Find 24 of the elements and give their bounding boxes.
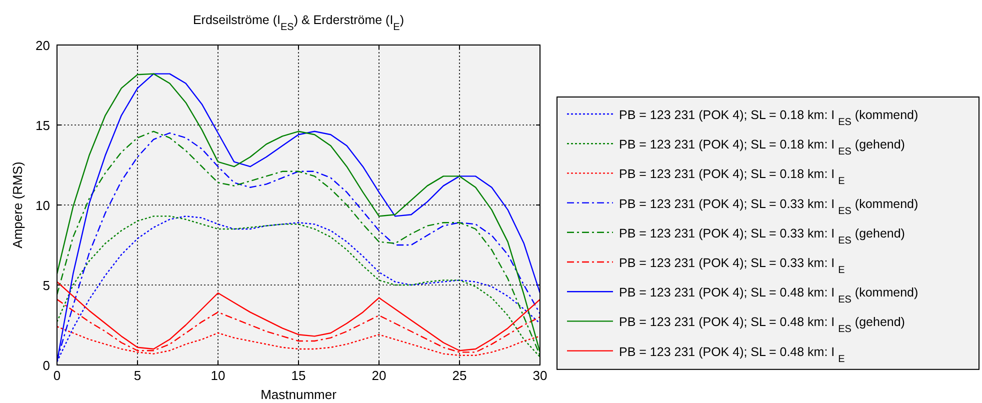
- x-tick-label: 20: [372, 368, 386, 383]
- x-tick-label: 30: [532, 368, 548, 383]
- legend-label: PB = 123 231 (POK 4); SL = 0.33 km: I $_{ES}$ (kommend): [619, 196, 918, 216]
- y-tick-label: 10: [36, 198, 50, 213]
- legend-label: PB = 123 231 (POK 4); SL = 0.18 km: I $_{ES}$ (kommend): [619, 108, 918, 128]
- legend-label: PB = 123 231 (POK 4); SL = 0.18 km: I $_{E}$: [619, 167, 846, 187]
- legend-label: PB = 123 231 (POK 4); SL = 0.33 km: I $_{ES}$ (gehend): [619, 226, 905, 246]
- x-tick-label: 5: [134, 368, 142, 383]
- legend-label: PB = 123 231 (POK 4); SL = 0.48 km: I $_{ES}$ (gehend): [619, 315, 905, 335]
- y-axis-title: Ampere (RMS): [10, 162, 25, 248]
- x-tick-label: 0: [53, 368, 61, 383]
- x-tick-label: 15: [291, 368, 306, 383]
- legend-label: PB = 123 231 (POK 4); SL = 0.33 km: I $_{E}$: [619, 256, 846, 276]
- x-tick-label: 10: [210, 368, 226, 383]
- y-tick-label: 15: [36, 118, 50, 133]
- legend-label: PB = 123 231 (POK 4); SL = 0.18 km: I $_{ES}$ (gehend): [619, 138, 905, 158]
- chart-title: Erdseilströme (I$_{ES}$) & Erderströme (I$_{E}$): [192, 13, 404, 32]
- legend-label: PB = 123 231 (POK 4); SL = 0.48 km: I $_{E}$: [619, 344, 846, 364]
- y-tick-label: 0: [42, 358, 50, 373]
- legend-label: PB = 123 231 (POK 4); SL = 0.48 km: I $_{ES}$ (kommend): [619, 286, 918, 306]
- y-tick-label: 20: [36, 38, 50, 53]
- x-axis-title: Mastnummer: [260, 387, 338, 402]
- x-tick-label: 25: [452, 368, 467, 383]
- y-tick-label: 5: [42, 278, 50, 293]
